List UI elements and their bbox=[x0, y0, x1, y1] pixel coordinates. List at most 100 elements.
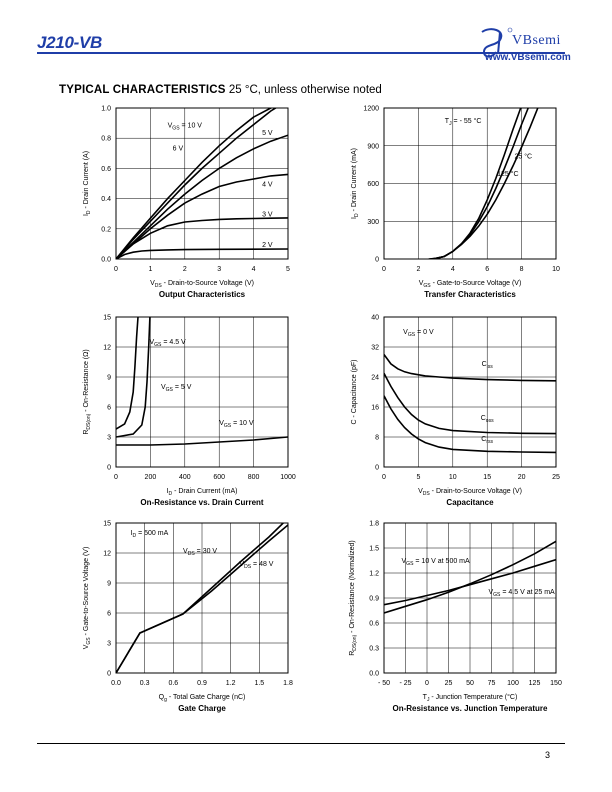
series-label: VGS​ = 10 V bbox=[219, 420, 254, 429]
series-label: Coss​ bbox=[481, 415, 494, 424]
x-tick-label: 0.0 bbox=[111, 680, 121, 687]
y-tick-label: 0 bbox=[375, 465, 379, 472]
y-tick-label: 0 bbox=[375, 257, 379, 264]
x-tick-label: 25 bbox=[445, 680, 453, 687]
brand-url[interactable]: www.VBsemi.com bbox=[485, 52, 571, 63]
chart-title: On-Resistance vs. Junction Temperature bbox=[392, 704, 548, 713]
y-axis-label: ID​ - Drain Current (mA) bbox=[351, 148, 360, 219]
series-line bbox=[116, 134, 288, 259]
x-tick-label: 2 bbox=[416, 266, 420, 273]
x-tick-label: 1 bbox=[148, 266, 152, 273]
y-tick-label: 12 bbox=[103, 551, 111, 558]
plot-frame bbox=[115, 316, 289, 468]
series-line bbox=[384, 395, 556, 454]
series-label: VGS​ = 0 V bbox=[403, 329, 434, 338]
x-axis-label: ID​ - Drain Current (mA) bbox=[167, 488, 238, 497]
y-tick-label: 9 bbox=[107, 375, 111, 382]
y-tick-label: 0.9 bbox=[369, 596, 379, 603]
y-tick-label: 0.4 bbox=[101, 196, 111, 203]
x-tick-label: 4 bbox=[451, 266, 455, 273]
y-tick-label: 0 bbox=[107, 671, 111, 678]
plot-frame bbox=[383, 316, 557, 468]
x-tick-label: 25 bbox=[552, 474, 560, 481]
x-tick-label: 600 bbox=[213, 474, 225, 481]
x-tick-label: 0 bbox=[114, 266, 118, 273]
x-tick-label: 0 bbox=[114, 474, 118, 481]
series-label: VGS​ = 4.5 V at 25 mA bbox=[488, 589, 555, 598]
chart-title: Transfer Characteristics bbox=[424, 290, 516, 299]
x-tick-label: 15 bbox=[483, 474, 491, 481]
series-line bbox=[116, 173, 288, 259]
y-tick-label: 9 bbox=[107, 581, 111, 588]
chart-transfer: 0 2 4 6 8 10 0 300 600 900 1200 TJ​ = - 55 °C 25 °C 1… bbox=[351, 106, 560, 300]
brand-name: VBsemi bbox=[512, 33, 561, 48]
y-tick-label: 0.2 bbox=[101, 226, 111, 233]
series-line bbox=[116, 524, 288, 673]
y-tick-label: 0.6 bbox=[101, 166, 111, 173]
x-axis-label: VDS​ - Drain-to-Source Voltage (V) bbox=[150, 280, 254, 289]
y-axis-label: RDS(on)​ - On-Resistance (Normalized) bbox=[349, 540, 358, 656]
chart-title: Output Characteristics bbox=[159, 290, 246, 299]
series-line bbox=[116, 317, 151, 438]
y-tick-label: 1.5 bbox=[369, 546, 379, 553]
x-tick-label: 6 bbox=[485, 266, 489, 273]
y-tick-label: 600 bbox=[367, 181, 379, 188]
y-tick-label: 15 bbox=[103, 521, 111, 528]
plot-frame bbox=[383, 522, 557, 674]
y-tick-label: 300 bbox=[367, 219, 379, 226]
footer-rule bbox=[37, 743, 565, 744]
plot-frame bbox=[115, 107, 289, 260]
x-tick-label: 0 bbox=[425, 680, 429, 687]
series-label: VGS​ = 10 V at 500 mA bbox=[402, 558, 471, 567]
series-line bbox=[384, 558, 556, 606]
chart-title: On-Resistance vs. Drain Current bbox=[140, 498, 263, 507]
series-label: 4 V bbox=[262, 182, 273, 189]
section-heading: TYPICAL CHARACTERISTICS 25 °C, unless ot… bbox=[59, 84, 382, 96]
part-number: J210-VB bbox=[37, 33, 102, 52]
x-axis-label: VGS​ - Gate-to-Source Voltage (V) bbox=[419, 280, 522, 289]
x-tick-label: 3 bbox=[217, 266, 221, 273]
series-label: 3 V bbox=[262, 212, 273, 219]
y-tick-label: 40 bbox=[371, 315, 379, 322]
y-tick-label: 1.2 bbox=[369, 571, 379, 578]
y-tick-label: 15 bbox=[103, 315, 111, 322]
x-tick-label: 5 bbox=[416, 474, 420, 481]
chart-output: 0 1 2 3 4 5 0.0 0.2 0.4 0.6 0.8 1.0 VGS​ = 10 V 6 V 5 … bbox=[83, 106, 290, 300]
series-label: VGS​ = 5 V bbox=[161, 384, 192, 393]
y-tick-label: 1.8 bbox=[369, 521, 379, 528]
x-tick-label: 0.9 bbox=[197, 680, 207, 687]
y-tick-label: 900 bbox=[367, 143, 379, 150]
x-tick-label: 200 bbox=[145, 474, 157, 481]
x-tick-label: 1000 bbox=[280, 474, 296, 481]
series-label: 2 V bbox=[262, 242, 273, 249]
y-tick-label: 1.0 bbox=[101, 106, 111, 113]
series-label: ID​ = 500 mA bbox=[131, 530, 169, 539]
y-tick-label: 1200 bbox=[363, 106, 379, 113]
series-label: 25 °C bbox=[515, 152, 533, 160]
section-subtitle: 25 °C, unless otherwise noted bbox=[228, 84, 382, 96]
x-axis-label: Qg​ - Total Gate Charge (nC) bbox=[159, 694, 246, 703]
series-line bbox=[116, 108, 278, 259]
y-tick-label: 12 bbox=[103, 345, 111, 352]
chart-capacitance: 0 5 10 15 20 25 0 8 16 24 32 40 VGS​ = 0 V Ciss​ Coss​… bbox=[351, 315, 560, 508]
x-tick-label: 400 bbox=[179, 474, 191, 481]
y-tick-label: 3 bbox=[107, 435, 111, 442]
vbsemi-logo bbox=[481, 27, 513, 58]
series-line bbox=[116, 108, 273, 259]
x-tick-label: 100 bbox=[507, 680, 519, 687]
page-number: 3 bbox=[545, 750, 551, 760]
series-label: VGS​ = 4.5 V bbox=[149, 339, 186, 348]
y-tick-label: 0.6 bbox=[369, 621, 379, 628]
x-tick-label: - 25 bbox=[399, 680, 411, 687]
header-rule bbox=[37, 52, 565, 54]
x-tick-label: 2 bbox=[183, 266, 187, 273]
series-label: VDS​ = 48 V bbox=[239, 561, 273, 570]
x-tick-label: 10 bbox=[449, 474, 457, 481]
x-tick-label: - 50 bbox=[378, 680, 390, 687]
y-axis-label: RDS(on)​ - On-Resistance (Ω) bbox=[83, 349, 92, 434]
y-tick-label: 0.0 bbox=[101, 257, 111, 264]
x-tick-label: 0 bbox=[382, 266, 386, 273]
y-axis-label: VGS​ - Gate-to-Source Voltage (V) bbox=[83, 547, 92, 650]
y-tick-label: 32 bbox=[371, 345, 379, 352]
